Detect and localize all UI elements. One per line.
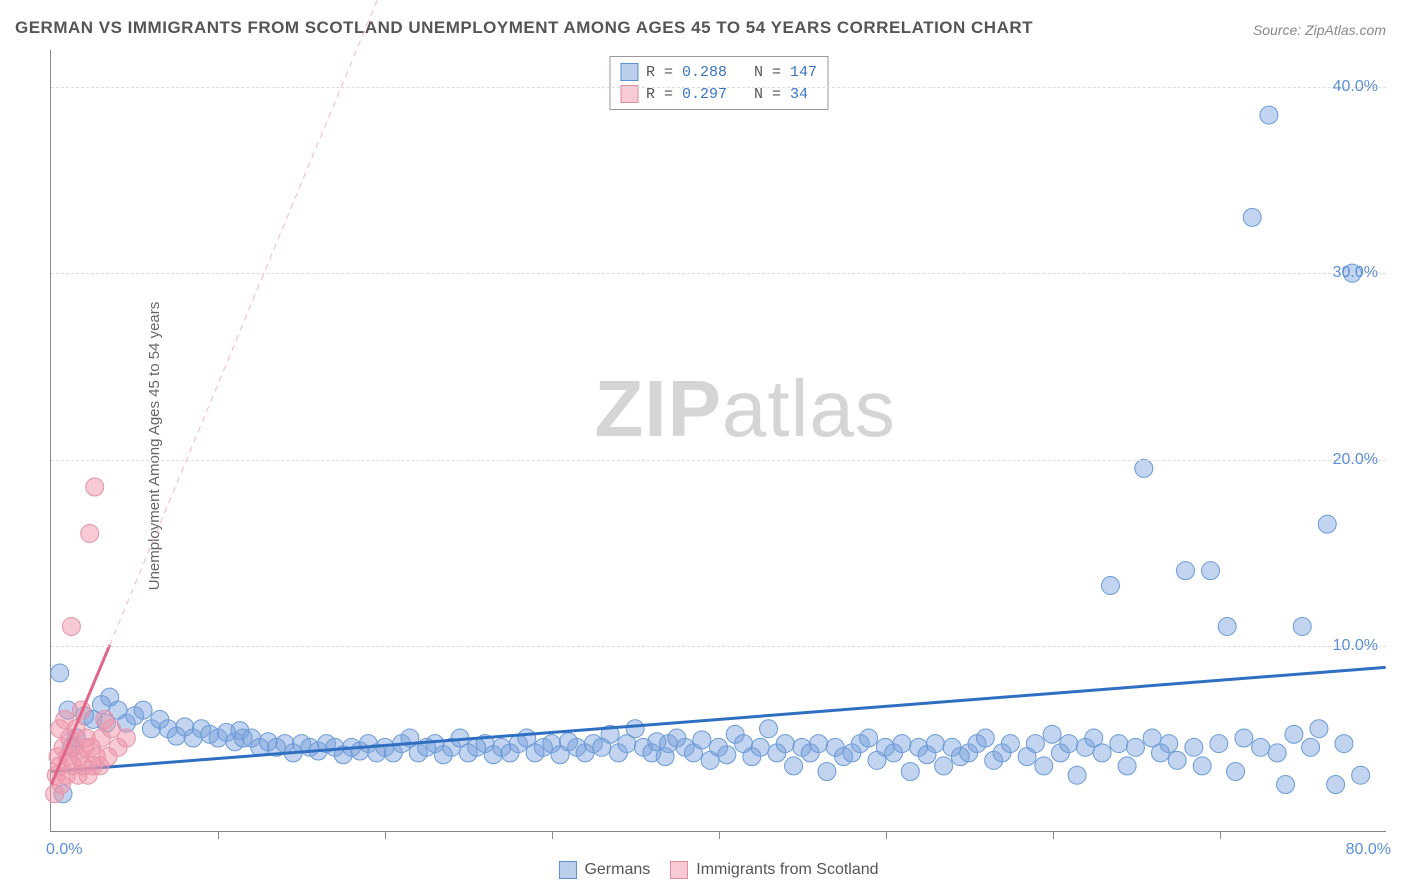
data-point (62, 617, 80, 635)
data-point (860, 729, 878, 747)
data-point (1252, 738, 1270, 756)
data-point (1068, 766, 1086, 784)
data-point (1218, 617, 1236, 635)
y-tick-label: 10.0% (1333, 637, 1378, 655)
data-point (935, 757, 953, 775)
gridline (51, 460, 1386, 461)
x-tick-mark (1053, 831, 1054, 839)
data-point (901, 763, 919, 781)
data-point (81, 524, 99, 542)
data-point (810, 735, 828, 753)
y-tick-label: 40.0% (1333, 78, 1378, 96)
data-point (1352, 766, 1370, 784)
data-point (1001, 735, 1019, 753)
data-point (1260, 106, 1278, 124)
data-point (693, 731, 711, 749)
data-point (86, 478, 104, 496)
data-point (1126, 738, 1144, 756)
data-point (1310, 720, 1328, 738)
data-point (1268, 744, 1286, 762)
x-tick-mark (719, 831, 720, 839)
data-point (1035, 757, 1053, 775)
legend-swatch (558, 861, 576, 879)
data-point (134, 701, 152, 719)
data-point (1327, 776, 1345, 794)
data-point (1026, 735, 1044, 753)
data-point (1293, 617, 1311, 635)
data-point (1193, 757, 1211, 775)
data-point (760, 720, 778, 738)
data-point (1277, 776, 1295, 794)
data-point (1210, 735, 1228, 753)
legend-label: Immigrants from Scotland (696, 861, 878, 879)
data-point (51, 664, 69, 682)
data-point (926, 735, 944, 753)
gridline (51, 87, 1386, 88)
data-point (1285, 725, 1303, 743)
x-tick-min: 0.0% (46, 841, 82, 859)
data-point (1160, 735, 1178, 753)
data-point (751, 738, 769, 756)
chart-title: GERMAN VS IMMIGRANTS FROM SCOTLAND UNEMP… (15, 18, 1033, 38)
data-point (1202, 562, 1220, 580)
data-point (1168, 751, 1186, 769)
data-point (1093, 744, 1111, 762)
legend-series-item: Germans (558, 861, 650, 879)
data-point (1177, 562, 1195, 580)
x-tick-mark (552, 831, 553, 839)
trendline-extension (110, 0, 419, 645)
data-point (776, 735, 794, 753)
data-point (1243, 208, 1261, 226)
data-point (1060, 735, 1078, 753)
data-point (1135, 459, 1153, 477)
x-tick-mark (385, 831, 386, 839)
data-point (1043, 725, 1061, 743)
legend-series: Germans Immigrants from Scotland (558, 861, 878, 879)
data-point (1101, 577, 1119, 595)
gridline (51, 646, 1386, 647)
y-tick-label: 30.0% (1333, 264, 1378, 282)
plot-area: ZIPatlas R = 0.288 N = 147 R = 0.297 N =… (50, 50, 1386, 832)
x-tick-max: 80.0% (1346, 841, 1391, 859)
data-point (818, 763, 836, 781)
data-point (117, 729, 135, 747)
data-point (893, 735, 911, 753)
x-tick-mark (1220, 831, 1221, 839)
x-tick-mark (886, 831, 887, 839)
data-point (1118, 757, 1136, 775)
data-point (1318, 515, 1336, 533)
data-point (1335, 735, 1353, 753)
data-point (785, 757, 803, 775)
data-point (626, 720, 644, 738)
gridline (51, 273, 1386, 274)
data-point (1302, 738, 1320, 756)
data-point (718, 746, 736, 764)
x-tick-mark (218, 831, 219, 839)
legend-swatch (670, 861, 688, 879)
data-point (1185, 738, 1203, 756)
legend-label: Germans (584, 861, 650, 879)
data-point (1235, 729, 1253, 747)
data-point (1110, 735, 1128, 753)
y-tick-label: 20.0% (1333, 451, 1378, 469)
scatter-svg (51, 50, 1386, 831)
data-point (1227, 763, 1245, 781)
legend-series-item: Immigrants from Scotland (670, 861, 878, 879)
data-point (976, 729, 994, 747)
source-label: Source: ZipAtlas.com (1253, 22, 1386, 38)
